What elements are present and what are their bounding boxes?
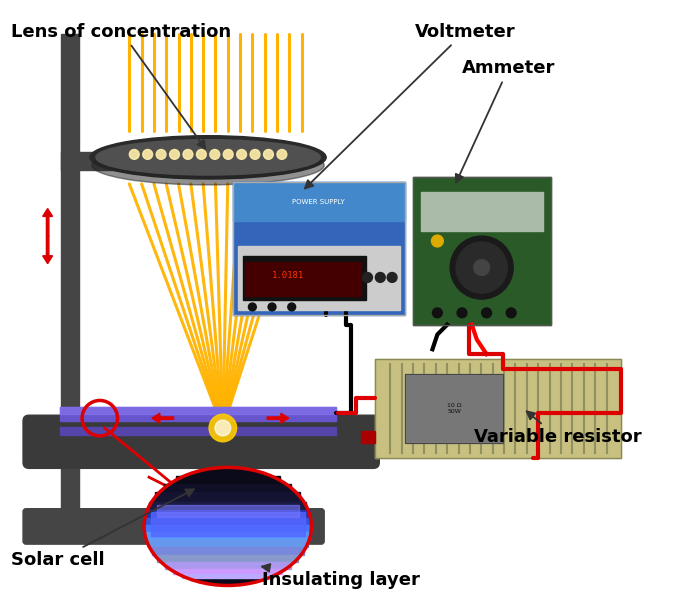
Circle shape: [142, 150, 153, 159]
Circle shape: [210, 150, 220, 159]
Bar: [145, 533, 310, 539]
Circle shape: [506, 308, 516, 318]
Bar: [173, 569, 282, 574]
Circle shape: [129, 150, 139, 159]
Bar: [360, 431, 375, 443]
Bar: [375, 359, 621, 458]
Bar: [62, 153, 219, 170]
Circle shape: [450, 236, 513, 299]
Circle shape: [183, 150, 193, 159]
FancyArrow shape: [42, 236, 53, 264]
Bar: [147, 539, 308, 547]
Bar: [60, 427, 336, 435]
FancyBboxPatch shape: [23, 509, 324, 544]
Bar: [151, 547, 304, 554]
FancyArrow shape: [152, 413, 173, 423]
Bar: [157, 505, 299, 517]
Bar: [176, 476, 279, 484]
Text: 10 Ω
50W: 10 Ω 50W: [447, 403, 462, 413]
Ellipse shape: [90, 136, 326, 179]
Circle shape: [197, 150, 206, 159]
Bar: [413, 177, 551, 325]
Bar: [421, 192, 543, 231]
Circle shape: [375, 272, 385, 282]
Circle shape: [249, 303, 256, 311]
Circle shape: [170, 150, 179, 159]
Bar: [151, 512, 305, 536]
Ellipse shape: [96, 140, 321, 175]
FancyArrow shape: [267, 413, 289, 423]
Text: Voltmeter: Voltmeter: [305, 22, 515, 188]
Circle shape: [223, 150, 233, 159]
Bar: [62, 34, 79, 536]
Text: Insulating layer: Insulating layer: [262, 564, 420, 589]
Bar: [242, 256, 366, 300]
Bar: [164, 484, 291, 492]
Circle shape: [482, 308, 492, 318]
Circle shape: [457, 308, 467, 318]
Text: Solar cell: Solar cell: [11, 489, 194, 569]
Circle shape: [237, 150, 247, 159]
Ellipse shape: [144, 468, 312, 586]
Bar: [158, 554, 298, 562]
Circle shape: [432, 308, 443, 318]
Bar: [375, 359, 621, 458]
Text: POWER SUPPLY: POWER SUPPLY: [292, 199, 345, 205]
Bar: [245, 261, 360, 296]
FancyArrow shape: [42, 209, 53, 236]
Bar: [405, 374, 503, 443]
Circle shape: [264, 150, 273, 159]
Text: 1.0181: 1.0181: [272, 271, 304, 280]
Bar: [149, 502, 306, 511]
FancyBboxPatch shape: [23, 415, 379, 468]
Circle shape: [250, 150, 260, 159]
Bar: [233, 182, 405, 315]
Circle shape: [277, 150, 287, 159]
Text: Ammeter: Ammeter: [456, 59, 556, 182]
Circle shape: [432, 235, 443, 247]
Circle shape: [456, 242, 508, 293]
Circle shape: [288, 303, 296, 311]
Bar: [60, 407, 336, 414]
Text: Lens of concentration: Lens of concentration: [11, 22, 232, 148]
Bar: [405, 374, 503, 443]
Bar: [233, 182, 405, 315]
Bar: [238, 246, 400, 310]
Circle shape: [215, 420, 231, 436]
Bar: [182, 574, 273, 578]
Circle shape: [474, 260, 490, 275]
Ellipse shape: [92, 145, 324, 185]
Bar: [233, 182, 405, 221]
Bar: [165, 562, 290, 569]
Bar: [413, 177, 551, 325]
Circle shape: [387, 272, 397, 282]
Circle shape: [209, 414, 236, 442]
Circle shape: [362, 272, 373, 282]
Bar: [60, 407, 336, 421]
Circle shape: [268, 303, 276, 311]
Bar: [145, 518, 311, 525]
Text: Variable resistor: Variable resistor: [474, 412, 641, 446]
Circle shape: [156, 150, 166, 159]
Bar: [144, 525, 312, 533]
Bar: [155, 492, 300, 502]
Bar: [146, 511, 310, 518]
